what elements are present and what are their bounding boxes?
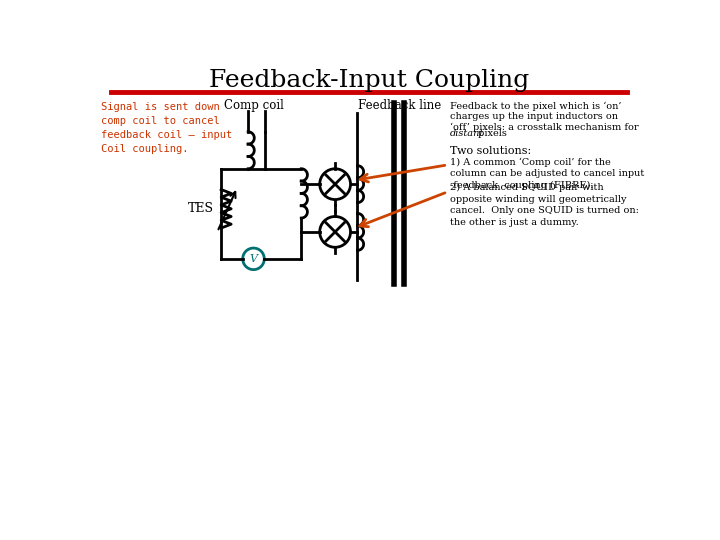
Text: TES: TES <box>187 202 213 215</box>
Text: 1) A common ‘Comp coil’ for the
column can be adjusted to cancel input
-feedback: 1) A common ‘Comp coil’ for the column c… <box>450 157 644 190</box>
Text: pixels: pixels <box>475 129 507 138</box>
Text: distant: distant <box>450 129 484 138</box>
Text: Comp coil: Comp coil <box>224 99 284 112</box>
Text: Feedback line: Feedback line <box>358 99 441 112</box>
Text: Feedback to the pixel which is ‘on’
charges up the input inductors on
‘off’ pixe: Feedback to the pixel which is ‘on’ char… <box>450 102 639 132</box>
Text: Signal is sent down
comp coil to cancel
feedback coil – input
Coil coupling.: Signal is sent down comp coil to cancel … <box>101 102 233 154</box>
Text: 2) A balanced SQUID pair with
opposite winding will geometrically
cancel.  Only : 2) A balanced SQUID pair with opposite w… <box>450 183 639 227</box>
Text: Feedback-Input Coupling: Feedback-Input Coupling <box>209 69 529 92</box>
Text: V: V <box>250 254 258 264</box>
Text: Two solutions:: Two solutions: <box>450 146 531 156</box>
